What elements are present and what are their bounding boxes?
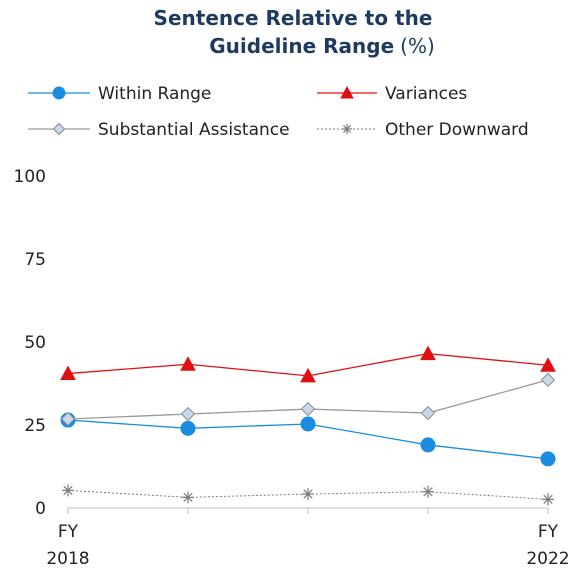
data-point xyxy=(420,405,436,421)
data-point xyxy=(540,451,556,467)
chart-title-line2: Guideline Range (%) xyxy=(209,34,435,58)
data-point xyxy=(302,488,314,501)
y-tick-label: 75 xyxy=(24,250,46,270)
data-point xyxy=(182,491,194,504)
data-point xyxy=(180,420,196,436)
data-point xyxy=(60,365,76,380)
x-tick-label: FY xyxy=(538,522,559,542)
legend-marker xyxy=(341,123,353,135)
data-point xyxy=(300,401,316,417)
marker-stroke xyxy=(63,485,73,496)
data-point xyxy=(542,493,554,506)
data-point xyxy=(180,406,196,422)
data-point xyxy=(540,372,556,388)
legend-label: Within Range xyxy=(98,84,211,104)
marker-stroke xyxy=(342,124,352,134)
data-point xyxy=(422,485,434,498)
legend-label: Other Downward xyxy=(385,120,529,140)
legend-label: Substantial Assistance xyxy=(98,120,290,140)
series-layer xyxy=(60,345,556,506)
chart-title-line1: Sentence Relative to the xyxy=(154,6,433,30)
chart-title: Sentence Relative to the Guideline Range… xyxy=(154,6,435,58)
legend-item: Substantial Assistance xyxy=(28,120,290,140)
data-point xyxy=(300,367,316,383)
legend-item: Within Range xyxy=(28,84,211,104)
legend-label: Variances xyxy=(385,84,467,104)
legend-item: Other Downward xyxy=(317,120,529,140)
marker-stroke xyxy=(423,487,433,497)
x-tick-label: 2018 xyxy=(46,549,89,569)
data-point xyxy=(540,357,556,372)
marker-stroke xyxy=(543,494,553,505)
x-tick-label: 2022 xyxy=(526,549,569,569)
data-point xyxy=(420,345,436,361)
data-point xyxy=(62,484,74,497)
data-point xyxy=(300,416,316,432)
marker-stroke xyxy=(303,489,313,499)
legend-marker xyxy=(52,122,66,136)
x-tick-label: FY xyxy=(58,522,79,542)
data-point xyxy=(420,437,436,453)
legend: Within Range Variances Substantial Assista… xyxy=(28,84,529,140)
legend-marker xyxy=(52,86,66,100)
y-tick-label: 100 xyxy=(14,167,46,187)
legend-marker xyxy=(340,85,354,99)
chart-title-line2-main: Guideline Range xyxy=(209,34,394,58)
data-point xyxy=(60,411,76,427)
y-tick-label: 50 xyxy=(24,333,46,353)
chart-title-unit: (%) xyxy=(400,34,435,58)
axes: 0 25 50 75 100 FY 2018 FY 2022 xyxy=(14,167,570,569)
y-tick-label: 0 xyxy=(35,499,46,519)
legend-item: Variances xyxy=(317,84,467,104)
marker-stroke xyxy=(183,492,193,503)
data-point xyxy=(180,356,196,371)
y-tick-label: 25 xyxy=(24,416,46,436)
